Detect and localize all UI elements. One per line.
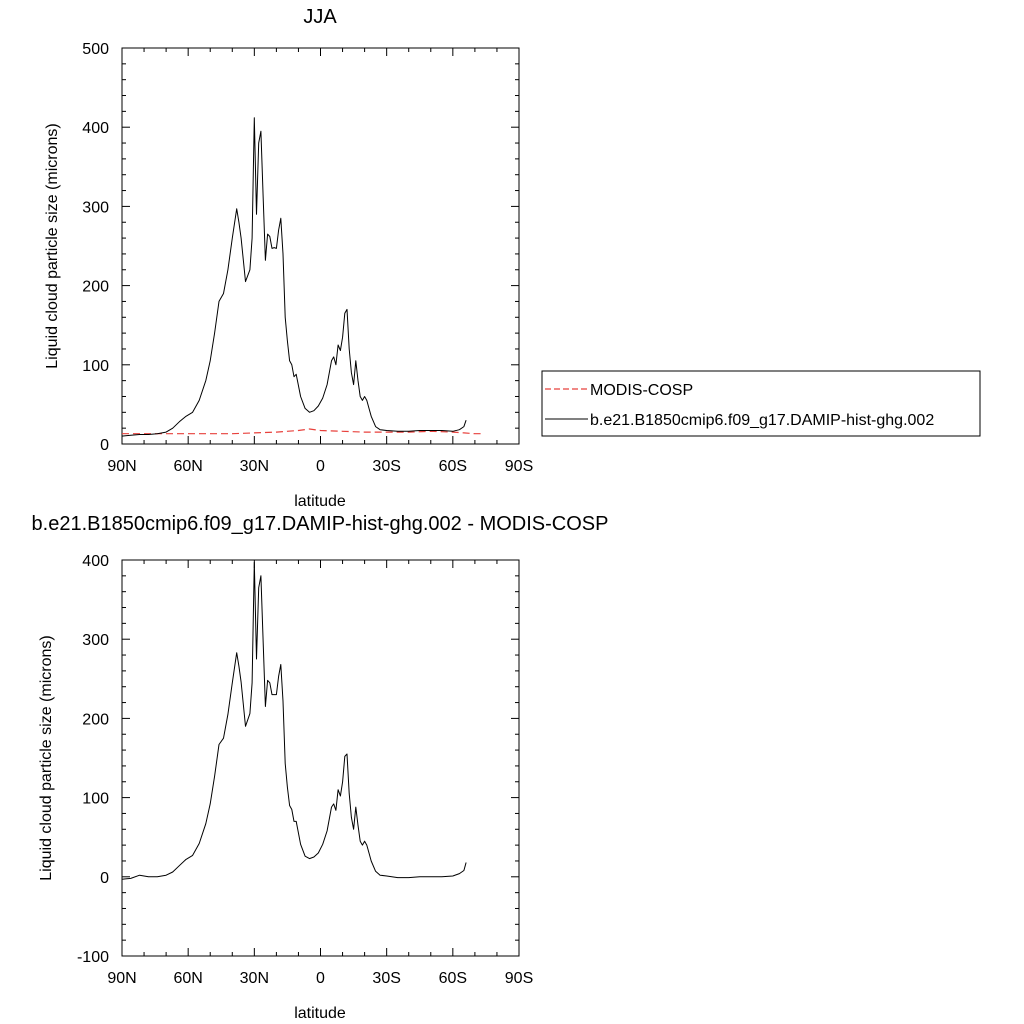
- bottom-y-axis-title: Liquid cloud particle size (microns): [38, 635, 55, 880]
- x-tick-label: 0: [316, 458, 325, 475]
- legend-box: [541, 370, 981, 437]
- y-tick-label: 300: [82, 632, 109, 649]
- legend: MODIS-COSP b.e21.B1850cmip6.f09_g17.DAMI…: [541, 370, 981, 437]
- x-tick-label: 30S: [372, 970, 400, 987]
- top-series-lines: [121, 117, 484, 437]
- x-tick-label: 60N: [173, 970, 202, 987]
- y-tick-label: 100: [82, 358, 109, 375]
- y-tick-label: 100: [82, 791, 109, 808]
- x-tick-label: 90N: [107, 458, 136, 475]
- x-tick-label: 60S: [439, 970, 467, 987]
- top-x-axis-title: latitude: [294, 493, 346, 510]
- top-chart-title: JJA: [303, 6, 337, 28]
- y-tick-label: 200: [82, 279, 109, 296]
- top-chart-frame: [121, 47, 520, 445]
- x-tick-label: 90N: [107, 970, 136, 987]
- x-tick-label: 60N: [173, 458, 202, 475]
- y-tick-label: -100: [77, 949, 109, 966]
- top-y-tick-labels: 0 100 200 300 400 500: [82, 41, 109, 454]
- y-tick-label: 500: [82, 41, 109, 58]
- x-tick-label: 90S: [505, 970, 533, 987]
- y-tick-label: 400: [82, 553, 109, 570]
- modis-cosp-series-line: [122, 428, 484, 435]
- bottom-x-axis-title: latitude: [294, 1005, 346, 1022]
- top-axis-ticks: [121, 47, 520, 445]
- bottom-x-tick-labels: 90N 60N 30N 0 30S 60S 90S: [107, 970, 533, 987]
- top-chart-panel: JJA 90N 60N 30N 0 30S 60S 90S 0 100 200 300 400 500…: [44, 6, 533, 510]
- bottom-y-tick-labels: -100 0 100 200 300 400: [77, 553, 109, 966]
- y-tick-label: 200: [82, 711, 109, 728]
- top-x-tick-labels: 90N 60N 30N 0 30S 60S 90S: [107, 458, 533, 475]
- legend-entry-model: b.e21.B1850cmip6.f09_g17.DAMIP-hist-ghg.…: [590, 412, 934, 429]
- x-tick-label: 60S: [439, 458, 467, 475]
- y-tick-label: 400: [82, 120, 109, 137]
- y-tick-label: 0: [100, 870, 109, 887]
- bottom-series-lines: [121, 561, 467, 880]
- x-tick-label: 90S: [505, 458, 533, 475]
- legend-entry-modis: MODIS-COSP: [590, 382, 693, 399]
- x-tick-label: 30S: [372, 458, 400, 475]
- x-tick-label: 0: [316, 970, 325, 987]
- model-series-line: [121, 561, 467, 880]
- bottom-chart-frame: [121, 559, 520, 957]
- model-series-line: [121, 117, 467, 437]
- y-tick-label: 0: [100, 437, 109, 454]
- x-tick-label: 30N: [240, 458, 269, 475]
- top-y-axis-title: Liquid cloud particle size (microns): [44, 123, 61, 368]
- x-tick-label: 30N: [240, 970, 269, 987]
- bottom-chart-panel: b.e21.B1850cmip6.f09_g17.DAMIP-hist-ghg.…: [32, 513, 609, 1022]
- bottom-axis-ticks: [121, 559, 520, 957]
- bottom-chart-title: b.e21.B1850cmip6.f09_g17.DAMIP-hist-ghg.…: [32, 513, 609, 535]
- y-tick-label: 300: [82, 199, 109, 216]
